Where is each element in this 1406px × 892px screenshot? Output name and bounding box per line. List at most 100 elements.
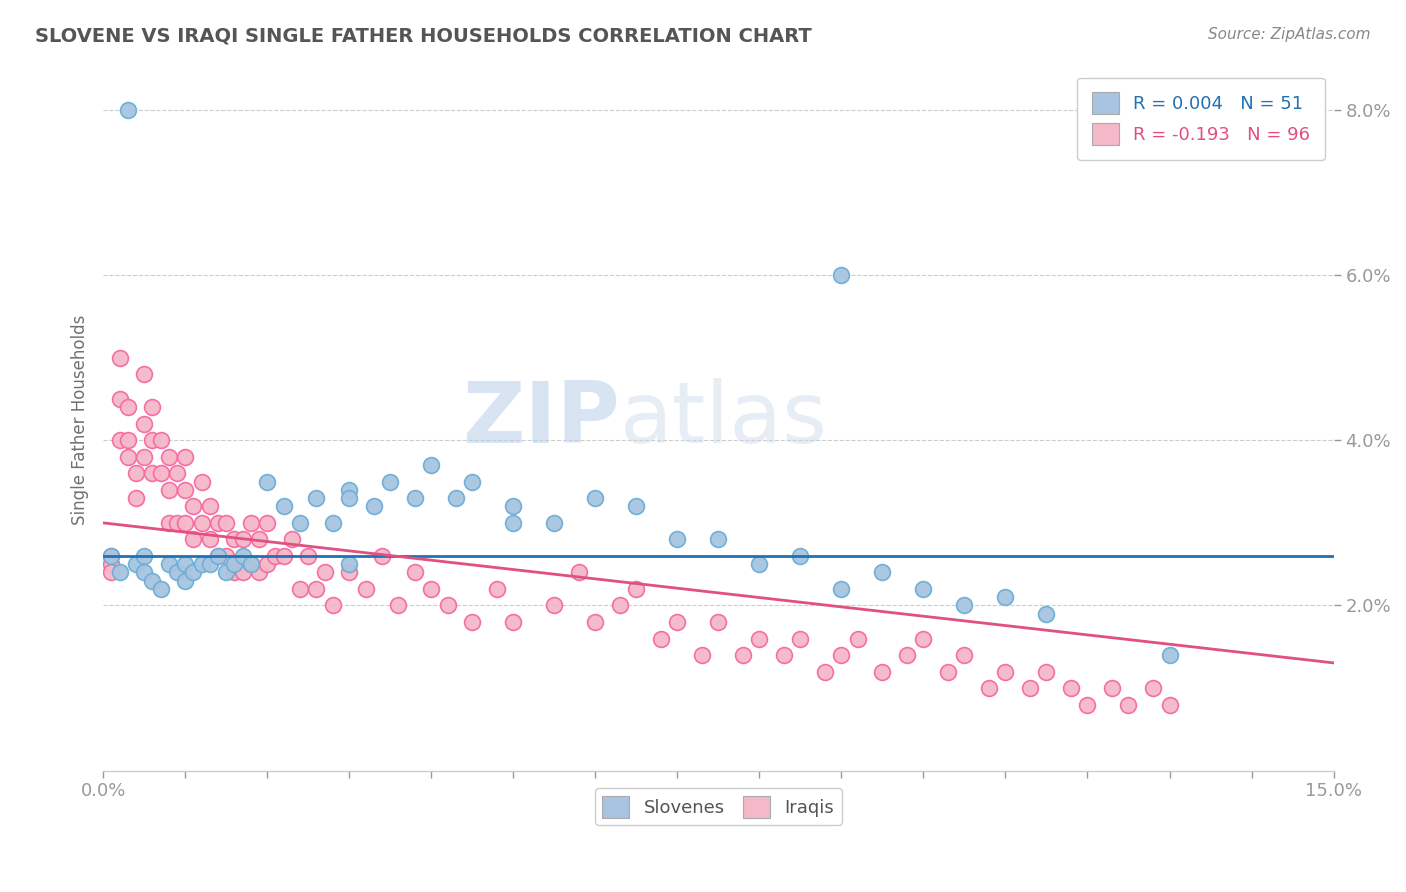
Point	[830, 648, 852, 662]
Point	[322, 516, 344, 530]
Point	[288, 516, 311, 530]
Point	[183, 533, 205, 547]
Point	[872, 665, 894, 679]
Point	[830, 268, 852, 282]
Point	[117, 450, 139, 464]
Point	[141, 467, 163, 481]
Point	[1035, 607, 1057, 621]
Point	[485, 582, 508, 596]
Text: Source: ZipAtlas.com: Source: ZipAtlas.com	[1208, 27, 1371, 42]
Point	[1060, 681, 1083, 695]
Point	[748, 557, 770, 571]
Point	[224, 566, 246, 580]
Point	[436, 599, 458, 613]
Point	[1101, 681, 1123, 695]
Point	[166, 516, 188, 530]
Point	[583, 491, 606, 505]
Point	[387, 599, 409, 613]
Point	[322, 599, 344, 613]
Point	[314, 566, 336, 580]
Point	[174, 483, 197, 497]
Point	[198, 500, 221, 514]
Point	[100, 557, 122, 571]
Point	[872, 566, 894, 580]
Point	[117, 434, 139, 448]
Point	[380, 475, 402, 489]
Point	[117, 401, 139, 415]
Point	[626, 582, 648, 596]
Point	[789, 632, 811, 646]
Point	[256, 557, 278, 571]
Point	[371, 549, 394, 563]
Point	[502, 615, 524, 629]
Point	[404, 491, 426, 505]
Point	[125, 467, 148, 481]
Point	[108, 434, 131, 448]
Point	[337, 566, 360, 580]
Point	[502, 500, 524, 514]
Point	[125, 491, 148, 505]
Point	[626, 500, 648, 514]
Point	[707, 615, 730, 629]
Point	[134, 566, 156, 580]
Point	[134, 417, 156, 431]
Point	[157, 450, 180, 464]
Point	[256, 475, 278, 489]
Point	[247, 533, 270, 547]
Point	[543, 599, 565, 613]
Point	[224, 557, 246, 571]
Point	[256, 516, 278, 530]
Point	[207, 516, 229, 530]
Point	[174, 450, 197, 464]
Point	[183, 566, 205, 580]
Point	[337, 483, 360, 497]
Point	[912, 582, 935, 596]
Point	[461, 615, 484, 629]
Point	[174, 557, 197, 571]
Point	[543, 516, 565, 530]
Point	[896, 648, 918, 662]
Point	[108, 566, 131, 580]
Point	[198, 557, 221, 571]
Point	[994, 591, 1017, 605]
Point	[232, 549, 254, 563]
Point	[1142, 681, 1164, 695]
Point	[690, 648, 713, 662]
Point	[953, 599, 976, 613]
Point	[1118, 698, 1140, 712]
Point	[1159, 698, 1181, 712]
Point	[157, 516, 180, 530]
Point	[239, 557, 262, 571]
Point	[134, 549, 156, 563]
Point	[125, 557, 148, 571]
Text: atlas: atlas	[620, 378, 828, 461]
Point	[337, 491, 360, 505]
Point	[1159, 648, 1181, 662]
Point	[650, 632, 672, 646]
Text: ZIP: ZIP	[463, 378, 620, 461]
Point	[207, 549, 229, 563]
Point	[215, 516, 238, 530]
Point	[444, 491, 467, 505]
Point	[141, 434, 163, 448]
Point	[666, 533, 689, 547]
Point	[247, 566, 270, 580]
Point	[117, 103, 139, 117]
Point	[502, 516, 524, 530]
Point	[215, 566, 238, 580]
Point	[224, 533, 246, 547]
Point	[846, 632, 869, 646]
Point	[297, 549, 319, 563]
Point	[305, 582, 328, 596]
Point	[354, 582, 377, 596]
Point	[100, 549, 122, 563]
Point	[789, 549, 811, 563]
Point	[134, 367, 156, 381]
Point	[953, 648, 976, 662]
Point	[190, 557, 212, 571]
Point	[994, 665, 1017, 679]
Point	[1076, 698, 1098, 712]
Point	[149, 467, 172, 481]
Point	[420, 582, 443, 596]
Text: SLOVENE VS IRAQI SINGLE FATHER HOUSEHOLDS CORRELATION CHART: SLOVENE VS IRAQI SINGLE FATHER HOUSEHOLD…	[35, 27, 811, 45]
